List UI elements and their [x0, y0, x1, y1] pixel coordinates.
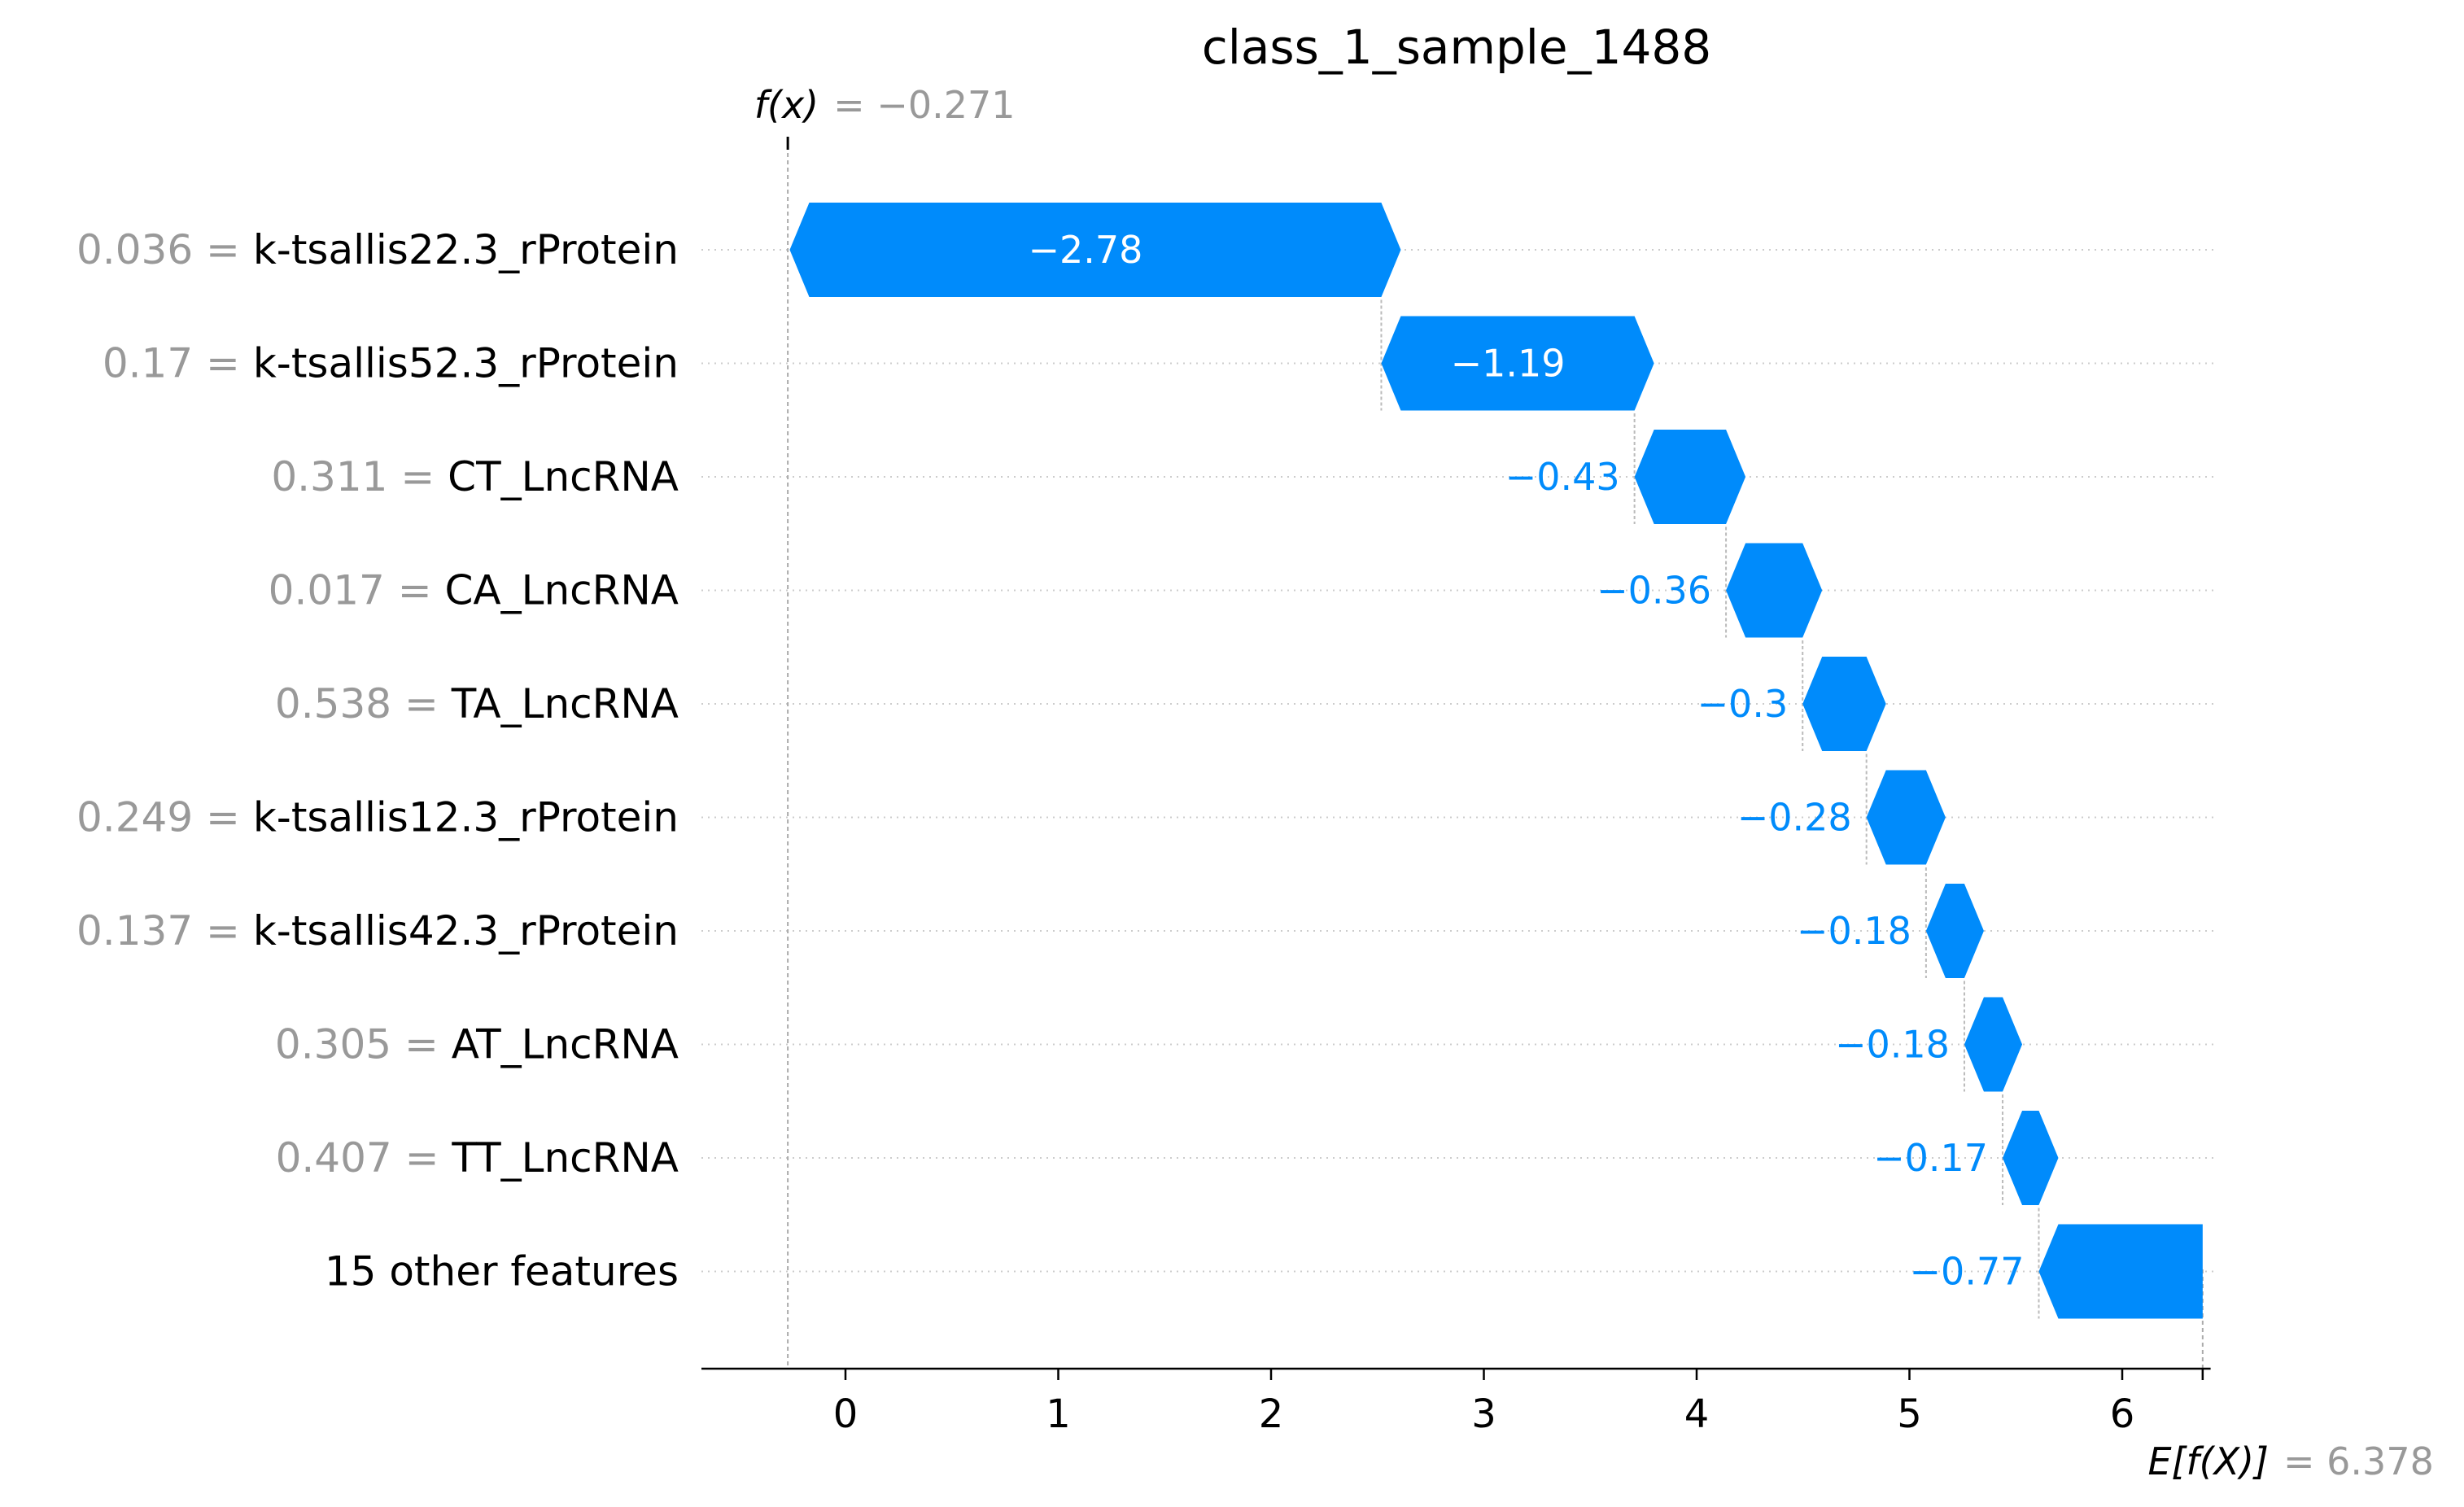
feature-value: 0.249 =	[76, 794, 253, 841]
feature-value: 0.407 =	[276, 1134, 452, 1182]
feature-label: 0.17 = k-tsallis52.3_rProtein	[103, 340, 679, 387]
bar	[1381, 316, 1654, 411]
feature-name: 15 other features	[325, 1248, 679, 1295]
bar-value-label: −2.78	[1028, 228, 1142, 272]
feature-name: k-tsallis52.3_rProtein	[253, 340, 679, 387]
x-tick-label: 3	[1471, 1391, 1496, 1437]
x-tick-label: 4	[1684, 1391, 1710, 1437]
x-tick-label: 5	[1897, 1391, 1922, 1437]
feature-value: 0.17 =	[103, 340, 253, 387]
bar	[789, 203, 1401, 297]
bar	[1925, 884, 1984, 978]
feature-label: 0.407 = TT_LncRNA	[276, 1134, 679, 1182]
feature-label: 0.249 = k-tsallis12.3_rProtein	[76, 794, 679, 841]
feature-name: AT_LncRNA	[452, 1021, 679, 1068]
feature-value: 0.017 =	[269, 567, 445, 614]
x-axis: 0 1 2 3 4 5 6	[701, 1367, 2211, 1437]
bar-value-label: −0.17	[1873, 1136, 1988, 1180]
bar-value-label: −0.3	[1697, 682, 1789, 726]
feature-name: k-tsallis22.3_rProtein	[253, 226, 679, 273]
feature-name: k-tsallis12.3_rProtein	[253, 794, 679, 841]
feature-label: 0.017 = CA_LncRNA	[269, 567, 679, 614]
fx-annotation: f(x) = −0.271	[754, 83, 1016, 127]
efx-annotation: E[f(X)] = 6.378	[2147, 1439, 2433, 1483]
bars-group	[789, 203, 2203, 1319]
bar-value-label: −0.28	[1737, 796, 1852, 840]
bar-value-label: −0.77	[1910, 1250, 2025, 1294]
efx-value: = 6.378	[2283, 1439, 2434, 1483]
feature-label: 0.137 = k-tsallis42.3_rProtein	[76, 907, 679, 954]
feature-value: 0.305 =	[275, 1021, 452, 1068]
bar	[1634, 430, 1746, 524]
feature-name: TT_LncRNA	[451, 1134, 679, 1182]
feature-label: 0.305 = AT_LncRNA	[275, 1021, 679, 1068]
bar	[1802, 657, 1886, 751]
bar	[2038, 1224, 2203, 1319]
feature-value: 0.036 =	[76, 226, 253, 273]
feature-value: 0.538 =	[275, 680, 452, 727]
feature-label: 0.036 = k-tsallis22.3_rProtein	[76, 226, 679, 273]
bar-value-label: −0.18	[1797, 909, 1911, 953]
feature-label: 0.311 = CT_LncRNA	[271, 453, 679, 500]
feature-name: TA_LncRNA	[451, 680, 679, 727]
bar-value-label: −1.19	[1451, 342, 1566, 386]
fx-label: f(x)	[754, 83, 819, 127]
feature-name: CT_LncRNA	[448, 453, 679, 500]
efx-label: E[f(X)]	[2147, 1439, 2269, 1483]
bar	[1964, 997, 2023, 1092]
feature-labels: −2.78 0.036 = k-tsallis22.3_rProtein −1.19…	[76, 226, 2024, 1295]
bar	[1726, 543, 1823, 638]
feature-name: k-tsallis42.3_rProtein	[253, 907, 679, 954]
bar-value-label: −0.36	[1597, 569, 1711, 613]
connector-lines	[786, 137, 2204, 1378]
bar	[1866, 770, 1946, 865]
x-tick-label: 6	[2110, 1391, 2135, 1437]
bar-value-label: −0.43	[1505, 455, 1620, 499]
feature-name: CA_LncRNA	[445, 567, 679, 614]
x-tick-label: 2	[1259, 1391, 1284, 1437]
chart-title: class_1_sample_1488	[1202, 20, 1711, 75]
feature-value: 0.137 =	[76, 907, 253, 954]
feature-label: 0.538 = TA_LncRNA	[275, 680, 679, 727]
x-tick-label: 1	[1046, 1391, 1071, 1437]
fx-value: = −0.271	[833, 83, 1015, 127]
bar	[2003, 1111, 2059, 1205]
feature-value: 0.311 =	[271, 453, 448, 500]
bar-value-label: −0.18	[1835, 1023, 1950, 1067]
x-tick-label: 0	[833, 1391, 858, 1437]
feature-label: 15 other features	[325, 1248, 679, 1295]
